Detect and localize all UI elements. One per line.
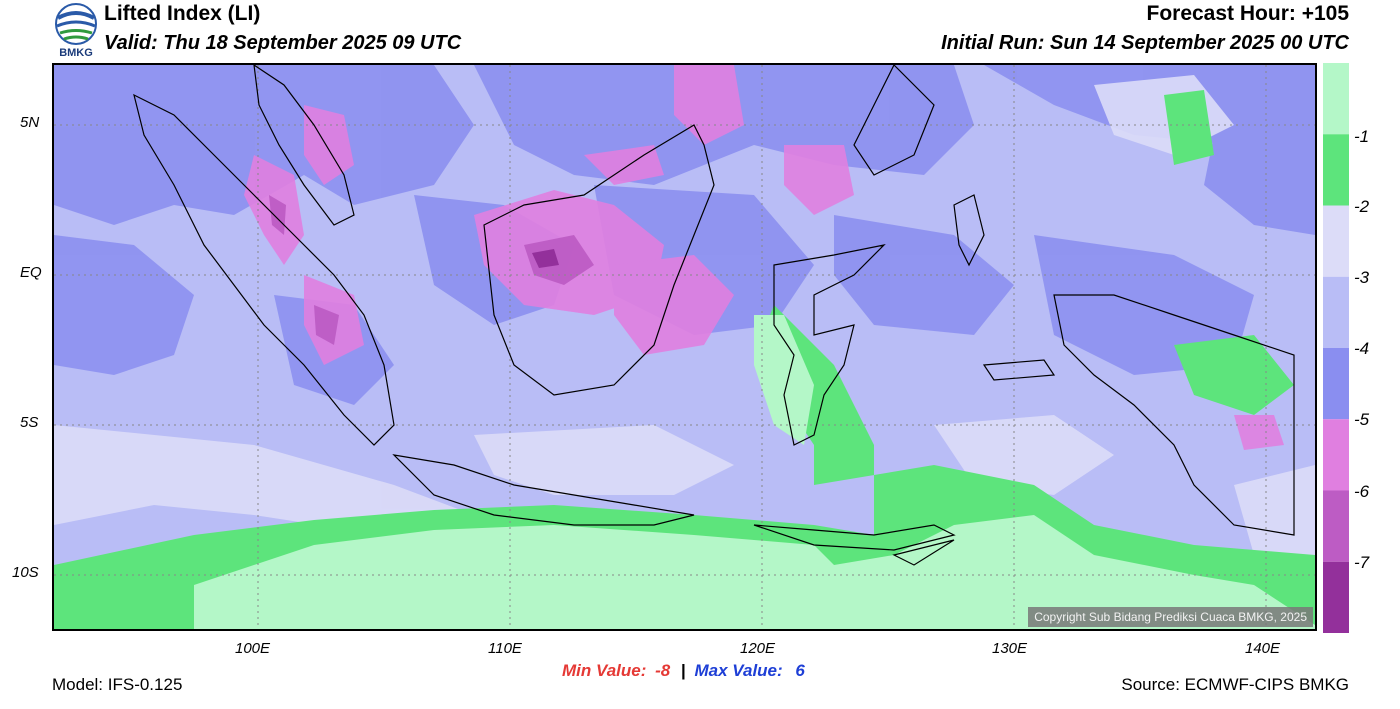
min-value-label: Min Value: — [562, 661, 647, 680]
min-max-separator: | — [680, 661, 686, 680]
min-max-readout: Min Value: -8 | Max Value: 6 — [562, 661, 805, 681]
graticule — [54, 65, 1315, 629]
legend-swatch-1 — [1323, 134, 1349, 206]
coastlines — [133, 65, 1295, 566]
min-value: -8 — [655, 661, 671, 680]
lon-label-140e: 140E — [1245, 640, 1281, 657]
legend-swatch-0 — [1323, 63, 1349, 135]
coast-halmahera — [953, 194, 985, 267]
coast-lesser-sunda — [753, 524, 956, 551]
legend-label-minus3: -3 — [1354, 268, 1370, 287]
legend-swatch-2 — [1323, 205, 1349, 277]
lat-label-10s: 10S — [12, 564, 39, 581]
forecast-hour: Forecast Hour: +105 — [1146, 2, 1350, 25]
initial-run: Initial Run: Sun 14 September 2025 00 UT… — [941, 32, 1349, 54]
bmkg-logo: BMKG — [52, 0, 100, 62]
coast-java — [392, 454, 695, 526]
copyright-notice: Copyright Sub Bidang Prediksi Cuaca BMKG… — [1028, 607, 1313, 627]
li-zone-minus1 — [194, 315, 1315, 629]
legend-colorbar — [1323, 63, 1349, 633]
legend-label-minus4: -4 — [1354, 339, 1370, 358]
coast-philippines — [853, 65, 935, 176]
legend-label-minus7: -7 — [1354, 553, 1370, 572]
lon-label-120e: 120E — [740, 640, 776, 657]
li-zone-minus6 — [269, 195, 594, 345]
model-label: Model: IFS-0.125 — [52, 675, 183, 694]
legend-swatch-5 — [1323, 419, 1349, 491]
legend-label-minus1: -1 — [1354, 127, 1370, 146]
valid-time: Valid: Thu 18 September 2025 09 UTC — [104, 32, 462, 54]
map-canvas — [54, 65, 1315, 629]
legend-swatch-3 — [1323, 276, 1349, 348]
lat-label-5s: 5S — [20, 414, 39, 431]
source-label: Source: ECMWF-CIPS BMKG — [1121, 675, 1349, 694]
lon-label-100e: 100E — [235, 640, 271, 657]
legend-label-minus2: -2 — [1354, 197, 1370, 216]
li-map: Copyright Sub Bidang Prediksi Cuaca BMKG… — [52, 63, 1317, 631]
legend-swatch-7 — [1323, 561, 1349, 633]
legend-swatch-4 — [1323, 348, 1349, 420]
coast-papua — [1053, 294, 1295, 536]
lon-label-130e: 130E — [992, 640, 1028, 657]
legend-label-minus5: -5 — [1354, 410, 1370, 429]
coast-malay-peninsula — [253, 65, 355, 226]
lat-label-eq: EQ — [20, 264, 42, 281]
coast-sumatra — [133, 93, 395, 446]
coast-borneo — [483, 124, 715, 396]
lat-label-5n: 5N — [20, 114, 40, 131]
coast-seram — [982, 359, 1056, 381]
bmkg-logo-icon — [55, 3, 97, 45]
coast-timor — [892, 539, 955, 566]
max-value: 6 — [795, 661, 805, 680]
coast-sulawesi — [773, 244, 886, 446]
legend-label-minus6: -6 — [1354, 482, 1370, 501]
logo-text: BMKG — [59, 47, 93, 59]
lon-label-110e: 110E — [488, 640, 522, 657]
legend-swatches — [1323, 63, 1349, 633]
li-zone-minus7 — [532, 249, 559, 268]
chart-title: Lifted Index (LI) — [104, 2, 261, 25]
max-value-label: Max Value: — [694, 661, 783, 680]
legend-swatch-6 — [1323, 490, 1349, 562]
